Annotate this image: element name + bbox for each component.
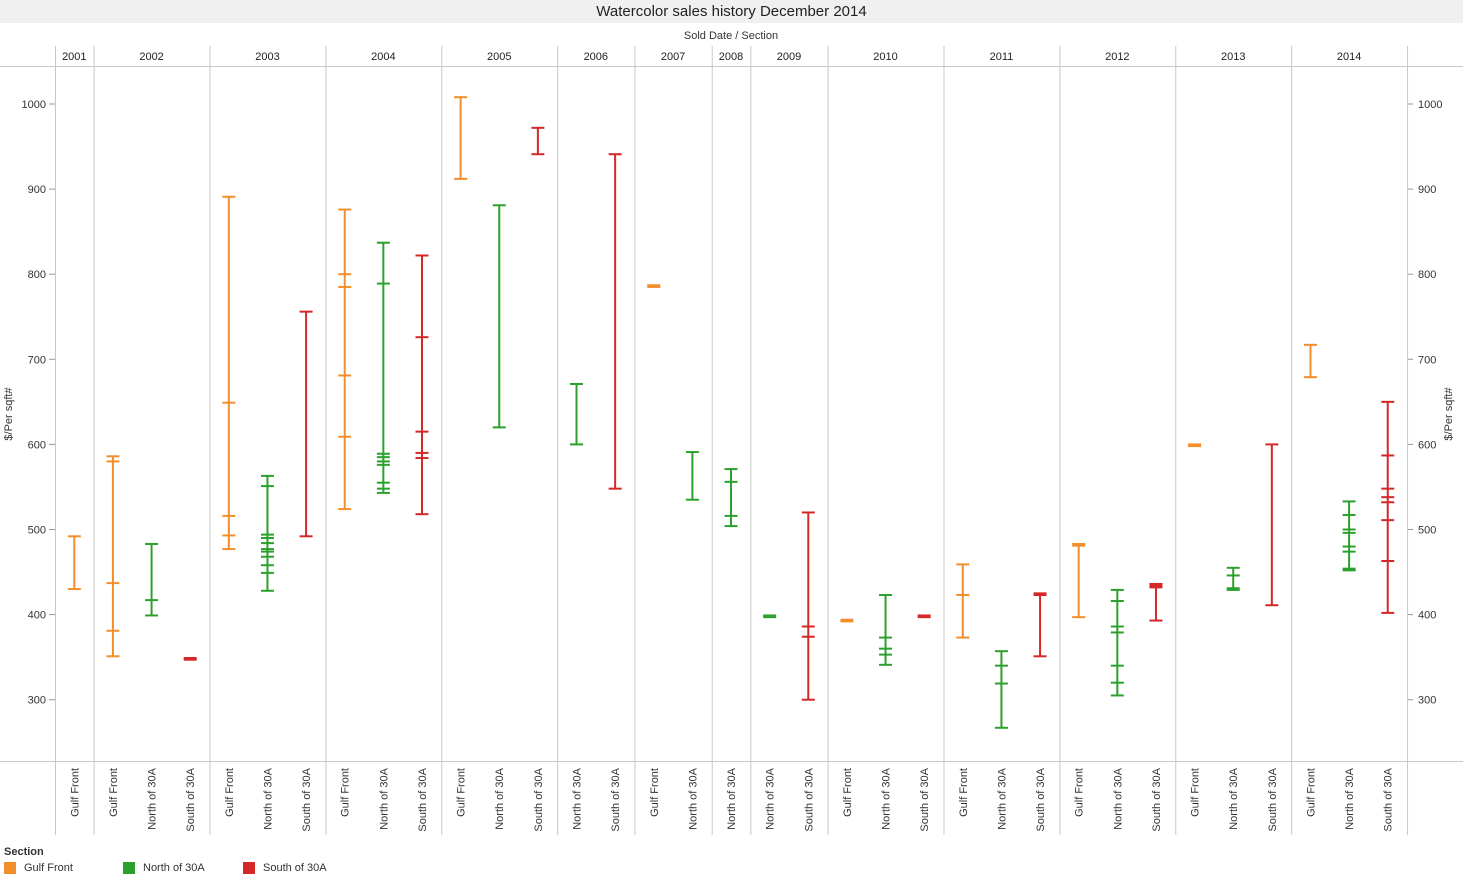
year-header-2002: 2002	[139, 51, 163, 63]
category-label-2014-north-of-30a: North of 30A	[1344, 767, 1356, 829]
y-axis-title-left: $/Per sqft#	[3, 387, 15, 441]
category-label-2003-south-of-30a: South of 30A	[301, 767, 313, 831]
category-label-2003-gulf-front: Gulf Front	[224, 768, 236, 817]
year-header-2005: 2005	[487, 51, 511, 63]
year-header-2003: 2003	[255, 51, 279, 63]
legend-swatch-south-of-30a	[243, 862, 255, 874]
year-header-2001: 2001	[62, 51, 86, 63]
year-header-2011: 2011	[990, 51, 1014, 63]
y-tick-right-600: 600	[1418, 439, 1436, 451]
legend-swatch-gulf-front	[4, 862, 16, 874]
category-label-2007-gulf-front: Gulf Front	[649, 768, 661, 817]
y-tick-right-400: 400	[1418, 610, 1436, 622]
category-label-2011-gulf-front: Gulf Front	[958, 768, 970, 817]
y-axis-title-right: $/Per sqft#	[1443, 387, 1455, 441]
category-label-2002-gulf-front: Gulf Front	[108, 768, 120, 817]
category-label-2012-north-of-30a: North of 30A	[1112, 767, 1124, 829]
y-tick-left-700: 700	[28, 354, 46, 366]
year-header-2012: 2012	[1105, 51, 1129, 63]
legend-swatch-north-of-30a	[123, 862, 135, 874]
header-label-sold-date-section: Sold Date / Section	[684, 30, 778, 42]
category-label-2012-south-of-30a: South of 30A	[1151, 767, 1163, 831]
category-label-2008-north-of-30a: North of 30A	[726, 767, 738, 829]
year-header-2009: 2009	[777, 51, 801, 63]
category-label-2011-north-of-30a: North of 30A	[996, 767, 1008, 829]
category-label-2009-north-of-30a: North of 30A	[765, 767, 777, 829]
category-label-2013-south-of-30a: South of 30A	[1267, 767, 1279, 831]
y-tick-right-1000: 1000	[1418, 99, 1442, 111]
legend-title: Section	[4, 846, 44, 858]
legend-label-gulf-front: Gulf Front	[24, 862, 73, 874]
y-tick-left-800: 800	[28, 269, 46, 281]
category-label-2014-south-of-30a: South of 30A	[1383, 767, 1395, 831]
category-label-2010-gulf-front: Gulf Front	[842, 768, 854, 817]
category-label-2006-south-of-30a: South of 30A	[610, 767, 622, 831]
y-tick-left-300: 300	[28, 695, 46, 707]
category-label-2010-north-of-30a: North of 30A	[881, 767, 893, 829]
category-label-2012-gulf-front: Gulf Front	[1074, 768, 1086, 817]
year-header-2013: 2013	[1221, 51, 1245, 63]
category-label-2007-north-of-30a: North of 30A	[687, 767, 699, 829]
category-label-2002-south-of-30a: South of 30A	[185, 767, 197, 831]
y-tick-left-900: 900	[28, 184, 46, 196]
chart-title: Watercolor sales history December 2014	[0, 0, 1463, 23]
y-tick-right-900: 900	[1418, 184, 1436, 196]
year-header-2007: 2007	[661, 51, 685, 63]
category-label-2010-south-of-30a: South of 30A	[919, 767, 931, 831]
year-header-2008: 2008	[719, 51, 743, 63]
y-tick-left-500: 500	[28, 525, 46, 537]
category-label-2005-gulf-front: Gulf Front	[456, 768, 468, 817]
legend-label-south-of-30a: South of 30A	[263, 862, 327, 874]
category-label-2011-south-of-30a: South of 30A	[1035, 767, 1047, 831]
category-label-2004-gulf-front: Gulf Front	[340, 768, 352, 817]
category-label-2001-gulf-front: Gulf Front	[69, 768, 81, 817]
category-label-2013-north-of-30a: North of 30A	[1228, 767, 1240, 829]
y-tick-left-600: 600	[28, 439, 46, 451]
category-label-2003-north-of-30a: North of 30A	[262, 767, 274, 829]
category-label-2009-south-of-30a: South of 30A	[803, 767, 815, 831]
year-header-2010: 2010	[873, 51, 897, 63]
chart-canvas: Sold Date / Section 300 300 400 400 500 500 600…	[0, 30, 1463, 835]
y-tick-left-1000: 1000	[22, 99, 46, 111]
category-label-2004-south-of-30a: South of 30A	[417, 767, 429, 831]
y-tick-left-400: 400	[28, 610, 46, 622]
category-label-2005-south-of-30a: South of 30A	[533, 767, 545, 831]
category-label-2014-gulf-front: Gulf Front	[1305, 768, 1317, 817]
y-tick-right-300: 300	[1418, 695, 1436, 707]
y-tick-right-500: 500	[1418, 525, 1436, 537]
legend: Section Gulf Front North of 30A South of…	[4, 846, 604, 880]
category-label-2005-north-of-30a: North of 30A	[494, 767, 506, 829]
y-tick-right-700: 700	[1418, 354, 1436, 366]
category-label-2002-north-of-30a: North of 30A	[147, 767, 159, 829]
category-label-2006-north-of-30a: North of 30A	[572, 767, 584, 829]
year-header-2004: 2004	[371, 51, 395, 63]
category-label-2013-gulf-front: Gulf Front	[1190, 768, 1202, 817]
legend-label-north-of-30a: North of 30A	[143, 862, 205, 874]
year-header-2014: 2014	[1337, 51, 1361, 63]
y-tick-right-800: 800	[1418, 269, 1436, 281]
year-header-2006: 2006	[584, 51, 608, 63]
category-label-2004-north-of-30a: North of 30A	[378, 767, 390, 829]
